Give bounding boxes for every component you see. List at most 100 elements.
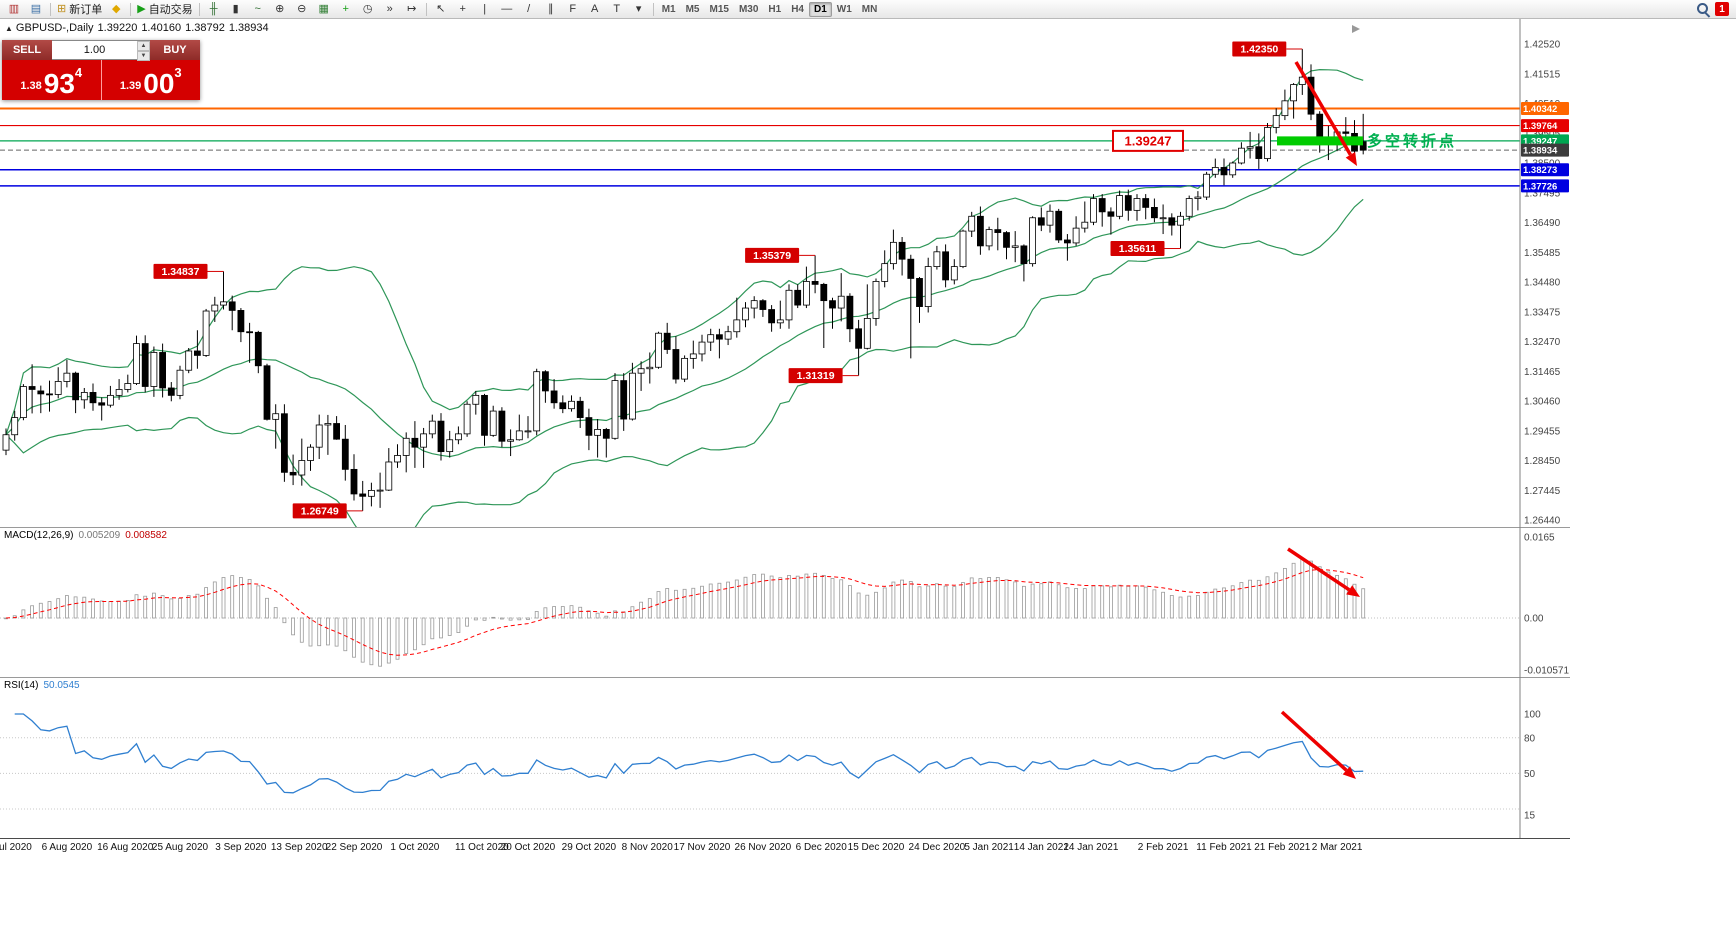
- toolbar-separator: [652, 2, 654, 16]
- price-scale-label: 1.41515: [1524, 69, 1561, 80]
- tile-windows-button[interactable]: ▦: [313, 1, 335, 18]
- toolbar-separator: [198, 2, 200, 16]
- candlestick-chart-button[interactable]: ▮: [225, 1, 247, 18]
- line-chart-button[interactable]: ~: [247, 1, 269, 18]
- trend-arrow[interactable]: [1294, 61, 1352, 156]
- chart-shift-marker: [1352, 25, 1360, 33]
- buy-price-panel[interactable]: 1.39 00 3: [100, 60, 201, 100]
- date-label: 14 Jan 2021: [1013, 842, 1069, 853]
- price-label-text: 1.34837: [162, 266, 200, 278]
- close-value: 1.38934: [228, 22, 269, 34]
- macd-panel[interactable]: 0.0165 0.00 -0.010571: [0, 527, 1570, 677]
- date-label: 6 Dec 2020: [795, 842, 847, 853]
- fibonacci-retracement-icon: F: [569, 2, 577, 15]
- timeframe-d1[interactable]: D1: [809, 1, 832, 17]
- price-scale-label: 1.32470: [1524, 337, 1561, 348]
- new-chart-button[interactable]: ▥: [3, 1, 25, 18]
- sell-price-base: 1.38: [20, 80, 42, 92]
- sell-price-big: 93: [43, 68, 75, 100]
- timeframe-mn[interactable]: MN: [861, 3, 878, 15]
- price-label[interactable]: [292, 503, 347, 519]
- mql5-button[interactable]: ◆: [105, 1, 127, 18]
- vertical-line-button[interactable]: |: [474, 1, 496, 18]
- buy-price-base: 1.39: [119, 80, 142, 92]
- sell-price-panel[interactable]: 1.38 93 4: [2, 60, 101, 100]
- rsi-panel[interactable]: 100 80 50 15: [0, 677, 1570, 838]
- low-value: 1.38792: [185, 22, 225, 34]
- turning-point-highlight[interactable]: [1277, 136, 1363, 146]
- price-label[interactable]: [788, 368, 843, 384]
- autotrading-button[interactable]: ▶ 自动交易: [134, 1, 195, 18]
- volume-input[interactable]: [52, 41, 137, 59]
- turning-point-note[interactable]: 多空转折点: [1367, 132, 1457, 150]
- timeframe-h1[interactable]: H1: [768, 3, 782, 15]
- crosshair-button[interactable]: +: [452, 1, 474, 18]
- price-badge-text: 1.37726: [1523, 181, 1557, 192]
- symbol-period-label: GBPUSD-,Daily: [15, 22, 94, 34]
- shapes-icon: ▾: [635, 2, 642, 15]
- price-scale-label: 1.33475: [1524, 307, 1561, 318]
- date-label: 28 Jul 2020: [0, 842, 32, 853]
- new-order-button[interactable]: ⊞ 新订单: [54, 1, 105, 18]
- bollinger-lower-band: [5, 198, 1364, 527]
- timeframe-m5[interactable]: M5: [685, 3, 700, 15]
- bar-chart-button[interactable]: ╫: [203, 1, 225, 18]
- price-chart[interactable]: 1.42350 1.34837 1.35379 1.35611 1.31319 1.267…: [0, 19, 1570, 527]
- autotrading-label: 自动交易: [148, 4, 193, 16]
- text-label-button[interactable]: T: [606, 1, 628, 18]
- price-label[interactable]: [1110, 241, 1165, 257]
- price-label-text: 1.35379: [753, 250, 791, 262]
- zoom-in-button[interactable]: ⊕: [269, 1, 291, 18]
- notifications-badge[interactable]: 1: [1715, 2, 1729, 16]
- zoom-in-icon: ⊕: [275, 2, 285, 15]
- macd-histogram: [4, 558, 1366, 667]
- timeframe-h4[interactable]: H4: [791, 3, 804, 15]
- price-label[interactable]: [745, 247, 800, 263]
- tile-windows-icon: ▦: [318, 2, 329, 15]
- trend-arrow[interactable]: [1280, 710, 1348, 772]
- one-click-collapse-toggle[interactable]: ▲: [5, 24, 13, 33]
- trend-arrow[interactable]: [1287, 547, 1351, 592]
- autotrading-icon: ▶: [137, 2, 146, 15]
- date-label: 13 Sep 2020: [270, 842, 328, 853]
- price-scale-label: 1.39505: [1524, 129, 1561, 140]
- equidistant-channel-button[interactable]: ∥: [540, 1, 562, 18]
- price-label[interactable]: [153, 263, 208, 279]
- search-icon[interactable]: [1696, 2, 1711, 18]
- key-level-callout[interactable]: [1112, 129, 1184, 152]
- cursor-button[interactable]: ↖: [430, 1, 452, 18]
- price-scale-label: 1.37495: [1524, 188, 1561, 199]
- timeframe-w1[interactable]: W1: [836, 3, 852, 15]
- timeframe-m1[interactable]: M1: [661, 3, 676, 15]
- fibonacci-retracement-button[interactable]: F: [562, 1, 584, 18]
- price-label[interactable]: [1232, 41, 1287, 57]
- price-badge: [1521, 163, 1569, 177]
- profiles-button[interactable]: ▤: [25, 1, 47, 18]
- macd-header: MACD(12,26,9) 0.005209 0.008582: [4, 530, 167, 541]
- auto-scroll-button[interactable]: »: [379, 1, 401, 18]
- date-label: 22 Sep 2020: [325, 842, 383, 853]
- add-indicator-button[interactable]: +: [335, 1, 357, 18]
- shapes-button[interactable]: ▾: [628, 1, 650, 18]
- date-label: 16 Aug 2020: [97, 842, 154, 853]
- date-label: 24 Dec 2020: [908, 842, 966, 853]
- bar-chart-icon: ╫: [209, 2, 218, 15]
- period-selector-button[interactable]: ◷: [357, 1, 379, 18]
- price-label-text: 1.42350: [1240, 44, 1278, 56]
- zoom-out-button[interactable]: ⊖: [291, 1, 313, 18]
- macd-title: MACD(12,26,9): [4, 530, 74, 541]
- toolbar-right-group: 1: [1696, 2, 1729, 18]
- timeframe-m15[interactable]: M15: [709, 3, 729, 15]
- trendline-button[interactable]: /: [518, 1, 540, 18]
- volume-decrease-button[interactable]: ▼: [137, 51, 150, 61]
- sell-button[interactable]: SELL: [2, 40, 52, 60]
- cursor-icon: ↖: [436, 2, 446, 15]
- timeframe-m30[interactable]: M30: [738, 3, 759, 15]
- chart-shift-button[interactable]: ↦: [401, 1, 423, 18]
- text-button[interactable]: A: [584, 1, 606, 18]
- buy-button[interactable]: BUY: [150, 40, 200, 60]
- volume-increase-button[interactable]: ▲: [137, 41, 150, 51]
- date-label: 2 Mar 2021: [1311, 842, 1363, 853]
- horizontal-line-button[interactable]: —: [496, 1, 518, 18]
